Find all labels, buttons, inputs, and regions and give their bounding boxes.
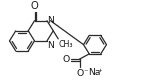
Text: Na: Na [88, 68, 100, 77]
Text: O: O [76, 69, 83, 78]
Text: N: N [47, 41, 54, 50]
Text: O: O [31, 1, 38, 11]
Text: O: O [62, 54, 70, 64]
Text: ⁻: ⁻ [84, 68, 88, 77]
Text: ⁺: ⁺ [97, 68, 102, 77]
Text: N: N [47, 16, 54, 25]
Text: CH₃: CH₃ [59, 40, 73, 49]
